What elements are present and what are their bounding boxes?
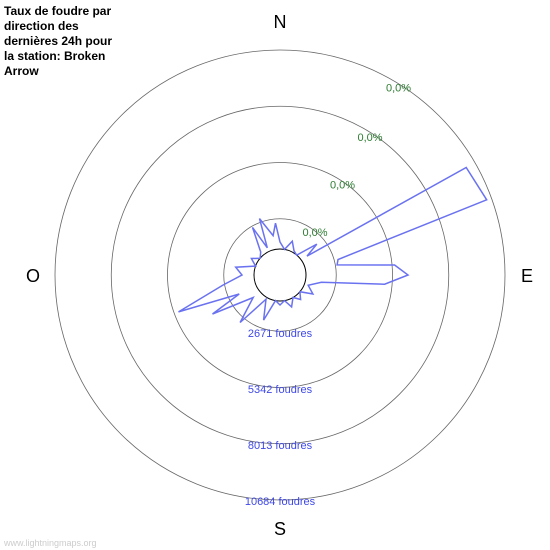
ring-label-count: 2671 foudres xyxy=(248,328,313,340)
cardinal-N: N xyxy=(274,12,287,32)
watermark: www.lightningmaps.org xyxy=(4,538,97,548)
polar-chart: N S E O 0,0% 0,0% 0,0% 0,0% 2671 foudres 5342 f… xyxy=(0,0,550,550)
cardinal-O: O xyxy=(26,266,40,286)
ring-label-percent: 0,0% xyxy=(330,179,355,191)
ring-label-count: 8013 foudres xyxy=(248,440,313,452)
cardinal-S: S xyxy=(274,519,286,539)
cardinal-E: E xyxy=(521,266,533,286)
ring-label-count: 5342 foudres xyxy=(248,384,313,396)
ring-label-percent: 0,0% xyxy=(386,82,411,94)
ring-label-percent: 0,0% xyxy=(303,227,328,239)
ring-label-percent: 0,0% xyxy=(358,132,383,144)
ring-label-count: 10684 foudres xyxy=(245,496,316,508)
inner-disc xyxy=(254,249,306,301)
